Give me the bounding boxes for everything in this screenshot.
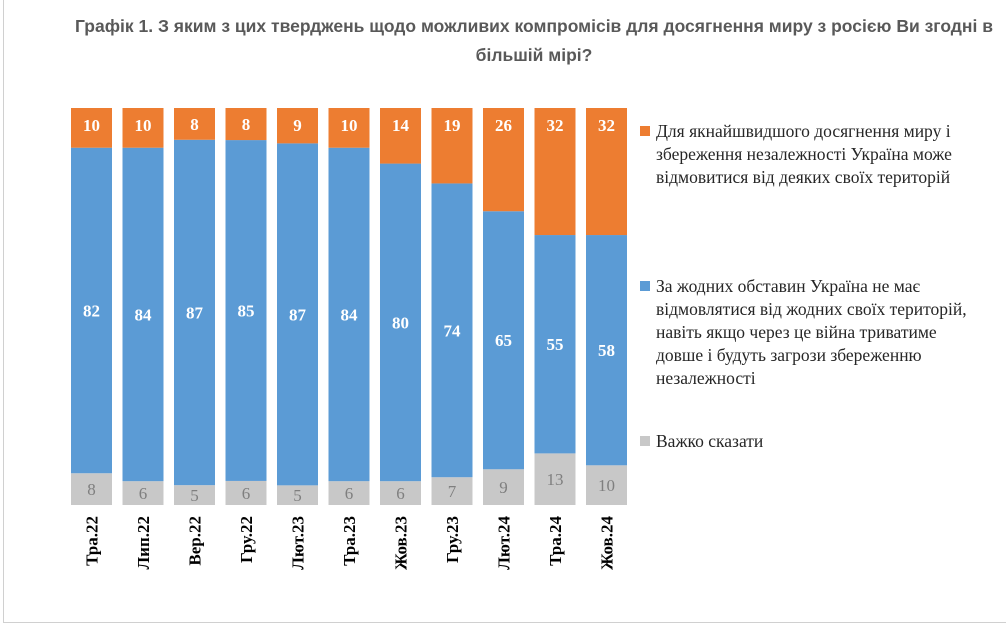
chart-title: Графік 1. З яким з цих тверджень щодо мо… (75, 16, 993, 65)
data-label: 10 (135, 116, 152, 135)
data-label: 7 (448, 482, 457, 501)
bar-segment-concede-territory (483, 108, 524, 212)
bar-segment-concede-territory (174, 108, 215, 140)
legend-swatch-blue (640, 281, 650, 291)
data-label: 87 (289, 305, 307, 324)
data-label: 6 (345, 484, 354, 503)
x-tick-label: Вер.22 (186, 516, 205, 566)
legend-item-hard-to-say: Важко сказати (640, 430, 970, 453)
x-tick-label: Тра.24 (546, 516, 565, 566)
bar-segment-no-concessions (328, 147, 370, 482)
data-label: 13 (547, 470, 564, 489)
data-label: 19 (444, 116, 461, 135)
bar-segment-hard-to-say (71, 473, 112, 505)
data-label: 10 (598, 476, 615, 495)
bar-segment-hard-to-say (122, 481, 164, 505)
bar-segment-hard-to-say (380, 481, 421, 505)
bar-segment-concede-territory (277, 108, 318, 144)
legend-item-no-concessions: За жодних обставин Україна не має відмов… (640, 275, 970, 390)
legend-label: Важко сказати (656, 431, 764, 451)
legend-label: Для якнайшвидшого досягнення миру і збер… (656, 121, 952, 187)
bar-segment-no-concessions (380, 163, 421, 482)
x-tick-label: Лип.22 (134, 516, 153, 570)
bar-segment-hard-to-say (328, 481, 370, 505)
x-tick-label: Лют.23 (289, 516, 308, 570)
data-label: 82 (83, 301, 100, 320)
bar-segment-no-concessions (483, 211, 524, 470)
bar-segment-hard-to-say (534, 453, 576, 505)
chart-frame (3, 0, 1006, 623)
x-tick-label: Гру.23 (443, 516, 462, 563)
bar-segment-no-concessions (71, 147, 112, 474)
bar-segment-concede-territory (534, 108, 576, 236)
data-label: 32 (547, 116, 564, 135)
bar-segment-no-concessions (225, 140, 267, 481)
bar-segment-concede-territory (328, 108, 370, 148)
bar-segment-concede-territory (225, 108, 267, 141)
data-label: 8 (87, 480, 96, 499)
bar-segment-hard-to-say (431, 477, 473, 505)
bar-segment-no-concessions (534, 235, 576, 454)
data-label: 58 (598, 341, 615, 360)
bar-segment-no-concessions (277, 143, 318, 486)
data-label: 10 (83, 116, 100, 135)
data-label: 55 (547, 335, 564, 354)
legend-item-concede-territory: Для якнайшвидшого досягнення миру і збер… (640, 120, 970, 189)
bar-segment-concede-territory (431, 108, 473, 184)
legend-swatch-grey (640, 436, 650, 446)
data-label: 26 (495, 116, 512, 135)
data-label: 5 (190, 486, 199, 505)
bar-segment-concede-territory (586, 108, 627, 236)
x-tick-label: Тра.22 (83, 516, 102, 566)
data-label: 74 (444, 321, 462, 340)
data-label: 85 (238, 302, 255, 321)
x-tick-label: Гру.22 (237, 516, 256, 563)
data-label: 8 (190, 115, 199, 134)
legend-label: За жодних обставин Україна не має відмов… (656, 276, 967, 388)
data-label: 5 (293, 486, 302, 505)
x-tick-label: Лют.24 (495, 516, 514, 570)
x-tick-label: Жов.24 (598, 516, 617, 571)
bar-segment-concede-territory (71, 108, 112, 148)
bar-segment-hard-to-say (483, 469, 524, 505)
data-label: 10 (341, 116, 358, 135)
data-label: 80 (392, 313, 409, 332)
data-label: 9 (499, 478, 508, 497)
bar-segment-hard-to-say (225, 480, 267, 505)
data-label: 8 (242, 115, 251, 134)
bar-segment-no-concessions (122, 147, 164, 482)
data-label: 84 (135, 305, 153, 324)
data-label: 14 (392, 116, 410, 135)
data-label: 6 (242, 484, 251, 503)
legend-swatch-orange (640, 126, 650, 136)
bar-segment-no-concessions (586, 235, 627, 466)
bar-segment-no-concessions (174, 139, 215, 486)
data-label: 87 (186, 303, 204, 322)
bar-segment-concede-territory (380, 108, 421, 164)
data-label: 65 (495, 331, 512, 350)
bar-segment-hard-to-say (586, 465, 627, 505)
x-tick-label: Тра.23 (340, 516, 359, 566)
data-label: 9 (293, 116, 302, 135)
data-label: 32 (598, 116, 615, 135)
bar-segment-concede-territory (122, 108, 164, 148)
x-tick-label: Жов.23 (392, 516, 411, 570)
bar-segment-hard-to-say (174, 485, 215, 505)
data-label: 6 (396, 484, 405, 503)
data-label: 6 (139, 484, 148, 503)
data-label: 84 (341, 305, 359, 324)
bar-segment-hard-to-say (277, 485, 318, 505)
bar-segment-no-concessions (431, 183, 473, 478)
